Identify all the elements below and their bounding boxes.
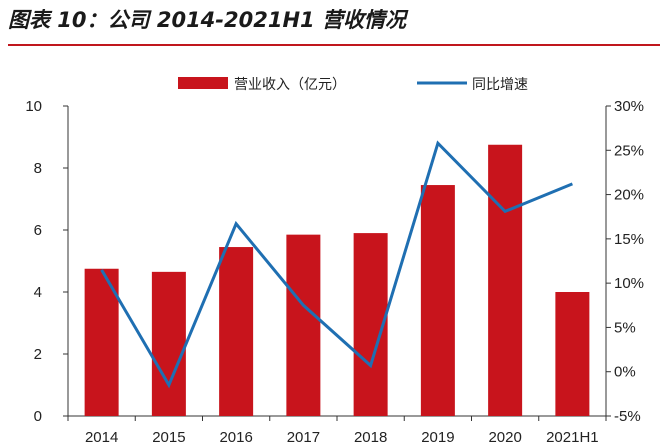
x-tick-label: 2020 [488,429,521,446]
x-tick-label: 2019 [421,429,454,446]
legend-line-label: 同比增速 [472,77,528,93]
x-tick-label: 2017 [287,429,320,446]
title-rule [8,44,660,46]
legend-bar-label: 营业收入（亿元） [234,77,346,93]
right-tick-label: 0% [614,364,636,381]
x-tick-label: 2018 [354,429,387,446]
left-tick-label: 0 [34,408,42,425]
bar [84,268,119,416]
figure-title: 图表 10：公司 2014-2021H1 营收情况 [8,8,406,32]
x-tick-label: 2015 [152,429,185,446]
right-tick-label: 30% [614,98,644,115]
axes: 0 2 4 6 8 10 -5% 0% 5% 10% 15% 20% 25% 30% [25,98,644,425]
left-tick-label: 6 [34,222,42,239]
x-tick-labels: 2014 2015 2016 2017 2018 2019 2020 2021H1 [85,429,599,446]
bar [488,144,523,416]
bar [151,271,186,416]
legend: 营业收入（亿元） 同比增速 [178,77,528,93]
left-tick-label: 4 [34,284,42,301]
bar [555,292,590,416]
x-tick-label: 2021H1 [546,429,599,446]
left-tick-label: 8 [34,160,42,177]
x-tick-label: 2016 [219,429,252,446]
right-tick-label: 10% [614,275,644,292]
bar-series [84,144,590,416]
right-tick-label: 20% [614,187,644,204]
bar [219,247,254,416]
right-tick-label: 25% [614,142,644,159]
x-tick-label: 2014 [85,429,118,446]
right-tick-label: 15% [614,231,644,248]
legend-bar-swatch [178,77,228,89]
line-series [100,140,573,389]
left-tick-label: 2 [34,346,42,363]
right-tick-label: -5% [614,408,641,425]
right-tick-label: 5% [614,319,636,336]
growth-line [100,140,573,389]
left-tick-label: 10 [25,98,42,115]
bar [286,234,321,416]
bar [420,185,455,416]
